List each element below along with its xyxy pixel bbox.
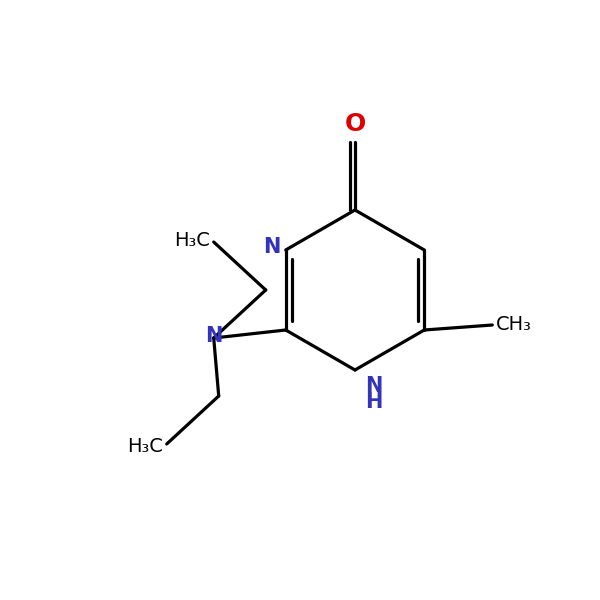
- Text: N: N: [205, 326, 223, 346]
- Text: N: N: [263, 237, 281, 257]
- Text: O: O: [344, 112, 365, 136]
- Text: H₃C: H₃C: [174, 230, 210, 250]
- Text: N: N: [365, 376, 382, 396]
- Text: H₃C: H₃C: [127, 437, 163, 455]
- Text: H: H: [365, 392, 382, 413]
- Text: CH₃: CH₃: [496, 316, 532, 335]
